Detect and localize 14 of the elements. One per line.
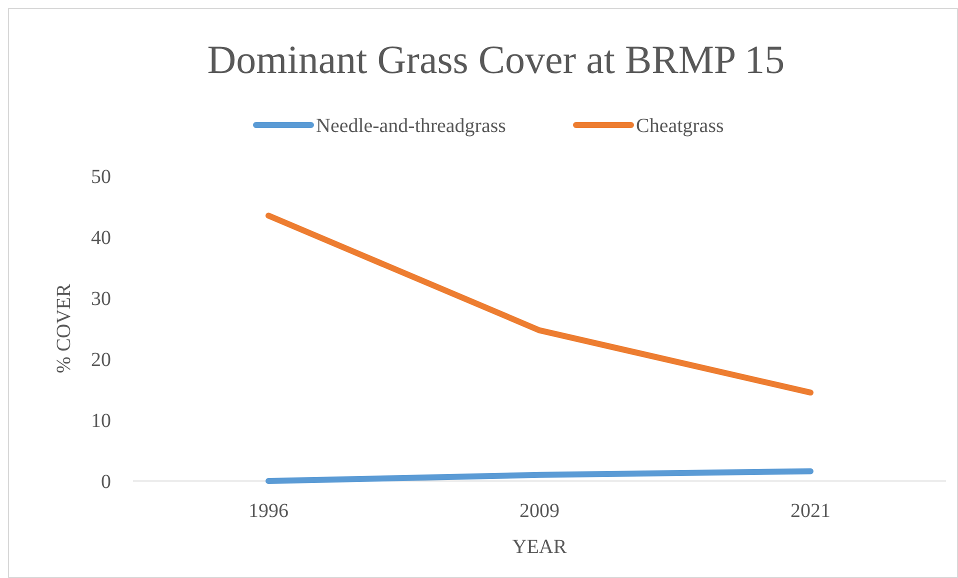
x-axis-title: YEAR bbox=[512, 536, 568, 558]
x-tick-label: 2009 bbox=[520, 500, 560, 522]
legend-label: Cheatgrass bbox=[636, 115, 724, 137]
y-tick-label: 10 bbox=[91, 410, 111, 432]
y-tick-label: 0 bbox=[101, 471, 111, 493]
x-tick-label: 2021 bbox=[790, 500, 830, 522]
chart-title: Dominant Grass Cover at BRMP 15 bbox=[207, 37, 785, 82]
y-tick-label: 50 bbox=[91, 166, 111, 188]
legend-label: Needle-and-threadgrass bbox=[316, 115, 506, 137]
y-axis-title: % COVER bbox=[53, 283, 75, 374]
y-tick-label: 30 bbox=[91, 288, 111, 310]
y-tick-label: 20 bbox=[91, 349, 111, 371]
y-tick-label: 40 bbox=[91, 227, 111, 249]
x-tick-label: 1996 bbox=[248, 500, 288, 522]
